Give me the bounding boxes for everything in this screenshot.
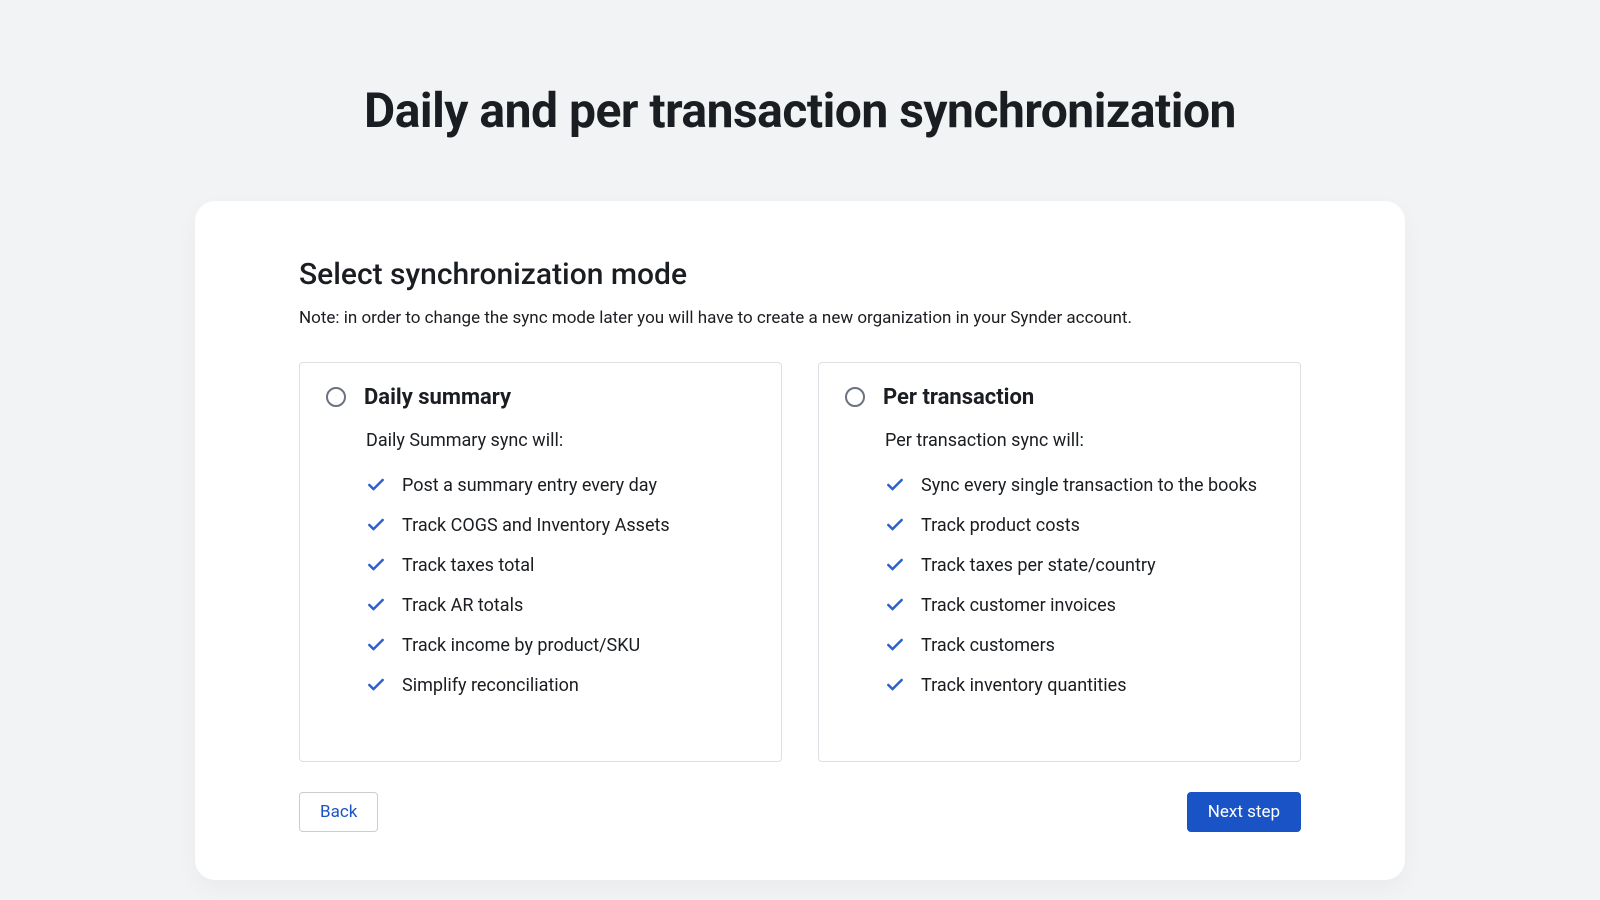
check-icon [885,475,905,495]
card-title: Select synchronization mode [299,257,1301,292]
sync-mode-card: Select synchronization mode Note: in ord… [195,201,1405,880]
option-title: Daily summary [364,385,511,410]
back-button[interactable]: Back [299,792,378,832]
option-title: Per transaction [883,385,1034,410]
feature-text: Track COGS and Inventory Assets [402,513,670,539]
feature-text: Track AR totals [402,593,523,619]
check-icon [366,475,386,495]
feature-text: Track customer invoices [921,593,1116,619]
check-icon [885,675,905,695]
check-icon [366,515,386,535]
options-row: Daily summary Daily Summary sync will: P… [299,362,1301,762]
check-icon [366,555,386,575]
feature-item: Track product costs [885,513,1274,539]
feature-item: Sync every single transaction to the boo… [885,473,1274,499]
feature-text: Post a summary entry every day [402,473,657,499]
check-icon [885,515,905,535]
option-per-transaction[interactable]: Per transaction Per transaction sync wil… [818,362,1301,762]
feature-item: Track COGS and Inventory Assets [366,513,755,539]
option-header: Daily summary [326,385,755,410]
feature-item: Track taxes per state/country [885,553,1274,579]
feature-text: Track taxes per state/country [921,553,1156,579]
feature-list: Sync every single transaction to the boo… [885,473,1274,700]
feature-text: Track product costs [921,513,1080,539]
feature-text: Simplify reconciliation [402,673,579,699]
card-note: Note: in order to change the sync mode l… [299,306,1301,332]
page-title: Daily and per transaction synchronizatio… [364,82,1236,139]
feature-text: Track inventory quantities [921,673,1127,699]
feature-item: Track customers [885,633,1274,659]
feature-text: Track customers [921,633,1055,659]
check-icon [885,635,905,655]
check-icon [885,595,905,615]
feature-item: Track customer invoices [885,593,1274,619]
feature-text: Track income by product/SKU [402,633,640,659]
actions-row: Back Next step [299,792,1301,832]
feature-text: Track taxes total [402,553,534,579]
check-icon [885,555,905,575]
feature-item: Simplify reconciliation [366,673,755,699]
option-header: Per transaction [845,385,1274,410]
feature-item: Track income by product/SKU [366,633,755,659]
option-subtitle: Per transaction sync will: [885,430,1274,451]
check-icon [366,635,386,655]
feature-item: Track inventory quantities [885,673,1274,699]
feature-item: Track taxes total [366,553,755,579]
feature-item: Track AR totals [366,593,755,619]
option-subtitle: Daily Summary sync will: [366,430,755,451]
feature-item: Post a summary entry every day [366,473,755,499]
radio-icon[interactable] [326,387,346,407]
radio-icon[interactable] [845,387,865,407]
option-daily-summary[interactable]: Daily summary Daily Summary sync will: P… [299,362,782,762]
next-step-button[interactable]: Next step [1187,792,1301,832]
feature-list: Post a summary entry every day Track COG… [366,473,755,700]
check-icon [366,675,386,695]
check-icon [366,595,386,615]
feature-text: Sync every single transaction to the boo… [921,473,1257,499]
